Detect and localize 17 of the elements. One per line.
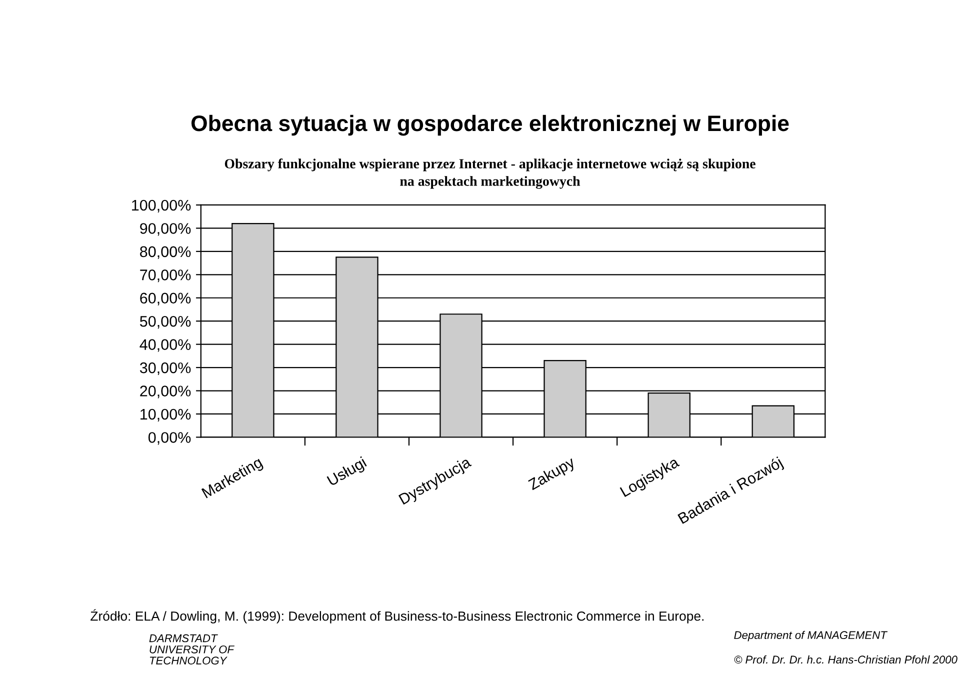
- text: DARMSTADT UNIVERSITY OF TECHNOLOGY: [149, 634, 234, 664]
- y-tick-label: 20,00%: [140, 386, 191, 398]
- y-tick-label: 30,00%: [140, 362, 191, 376]
- y-tick-label: 0,00%: [148, 432, 191, 445]
- chart-subtitle: Obszary funkcjonalne wspierane przez Internet - aplikacje internetowe wciąż są skupione na aspektach marketingowych: [224, 158, 756, 189]
- text: Department of MANAGEMENT: [734, 630, 888, 642]
- y-tick-label: 50,00%: [140, 316, 191, 329]
- y-tick-label: 90,00%: [140, 223, 191, 236]
- y-tick-label: 70,00%: [140, 270, 191, 282]
- y-tick-label: 60,00%: [140, 292, 191, 306]
- text: Źródło: ELA / Dowling, M. (1999): Development of Business-to-Business Electronic Commerce in Europe.: [90, 609, 704, 624]
- chart-title: Obecna sytuacja w gospodarce elektronicznej w Europie: [191, 114, 789, 136]
- y-tick-label: 40,00%: [140, 339, 191, 352]
- text: © Prof. Dr. Dr. h.c. Hans-Christian Pfohl 2000: [734, 655, 958, 664]
- y-tick-label: 100,00%: [132, 200, 191, 212]
- y-tick-label: 80,00%: [140, 246, 191, 259]
- y-tick-label: 10,00%: [140, 408, 191, 422]
